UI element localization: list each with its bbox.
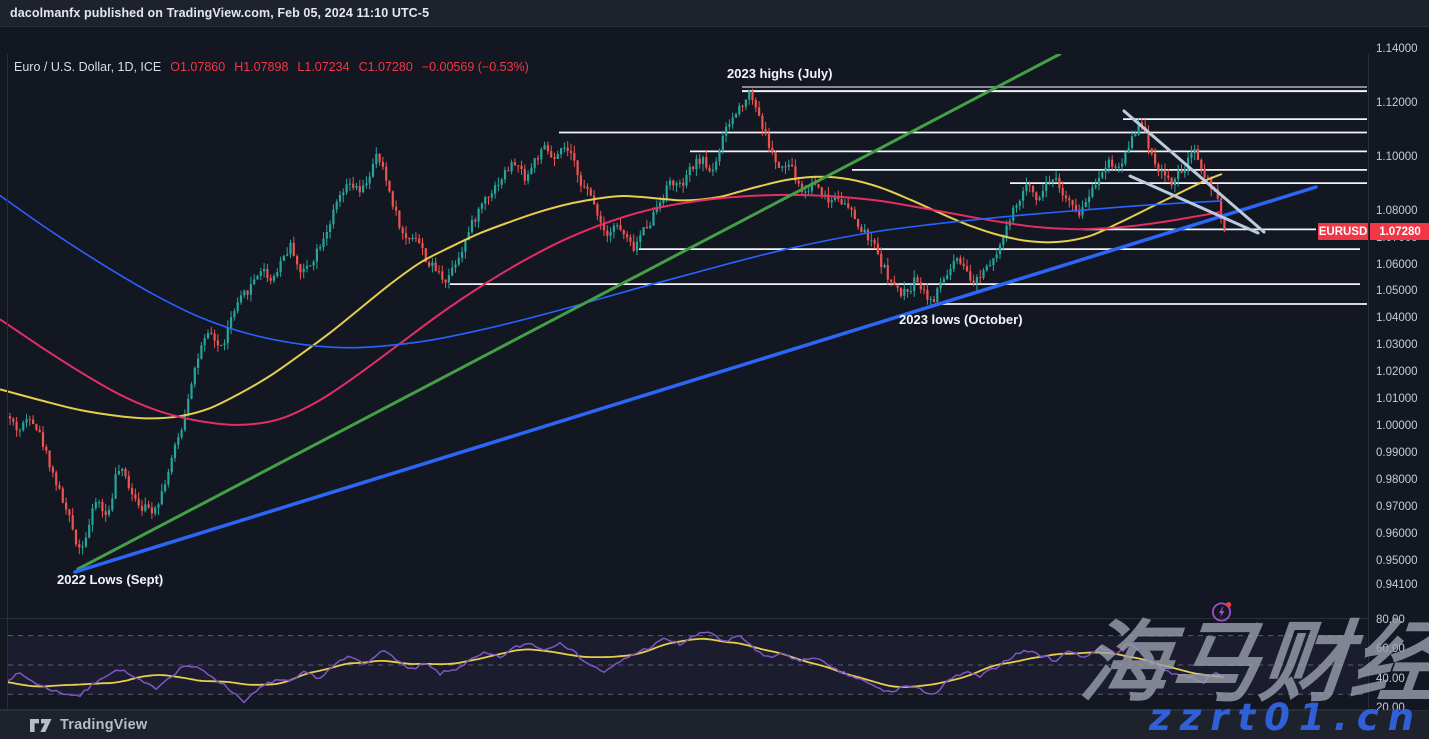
annotation-2023-lows[interactable]: 2023 lows (October) bbox=[899, 312, 1023, 327]
price-tick-1.08000: 1.08000 bbox=[1376, 204, 1418, 217]
down-candle-wicks bbox=[9, 88, 1225, 555]
footer-bar: TradingView bbox=[0, 710, 1429, 739]
price-tick-1.14000: 1.14000 bbox=[1376, 43, 1418, 56]
ideas-lightning-icon[interactable] bbox=[1210, 599, 1234, 623]
wedge-lower[interactable] bbox=[1128, 174, 1260, 235]
ma-fast-yellow bbox=[0, 173, 1223, 420]
candlestick-series bbox=[8, 88, 1226, 555]
rsi-ma-line bbox=[7, 637, 1225, 688]
price-tick-1.02000: 1.02000 bbox=[1376, 366, 1418, 379]
publish-header: dacolmanfx published on TradingView.com,… bbox=[0, 0, 1429, 27]
publish-text: dacolmanfx published on TradingView.com,… bbox=[10, 6, 430, 20]
wedge-upper[interactable] bbox=[1122, 109, 1266, 234]
change-value: −0.00569 (−0.53%) bbox=[421, 60, 529, 74]
tradingview-logo-icon bbox=[30, 718, 52, 732]
pane-left-border bbox=[7, 54, 8, 737]
chart-area[interactable]: Euro / U.S. Dollar, 1D, ICE O1.07860 H1.0… bbox=[0, 27, 1429, 737]
tradingview-brand[interactable]: TradingView bbox=[30, 717, 147, 733]
annotation-2022-lows[interactable]: 2022 Lows (Sept) bbox=[57, 572, 164, 587]
last-price-badge: EURUSD 1.07280 bbox=[1318, 223, 1429, 240]
uptrend-green[interactable] bbox=[76, 54, 1062, 571]
price-tick-1.05000: 1.05000 bbox=[1376, 285, 1418, 298]
rsi-tick-80.00: 80.00 bbox=[1376, 614, 1405, 626]
price-axis-border bbox=[1368, 54, 1369, 737]
price-tick-1.10000: 1.10000 bbox=[1376, 150, 1418, 163]
ohlc-O: O1.07860 bbox=[170, 60, 226, 74]
down-candle-bodies bbox=[8, 90, 1226, 548]
price-tick-0.94100: 0.94100 bbox=[1376, 578, 1418, 591]
price-axis[interactable]: 1.140001.120001.100001.080001.070001.060… bbox=[1369, 43, 1429, 737]
ohlc-H: H1.07898 bbox=[234, 60, 289, 74]
ohlc-values: O1.07860 H1.07898 L1.07234 C1.07280 bbox=[170, 60, 413, 74]
pane-separator[interactable] bbox=[0, 618, 1368, 619]
price-tick-0.98000: 0.98000 bbox=[1376, 473, 1418, 486]
price-pane[interactable] bbox=[0, 54, 1368, 618]
uptrend-blue[interactable] bbox=[73, 185, 1318, 574]
price-tick-1.04000: 1.04000 bbox=[1376, 312, 1418, 325]
rsi-tick-60.00: 60.00 bbox=[1376, 643, 1405, 656]
ma-mid-crimson bbox=[0, 193, 1223, 426]
price-tick-1.12000: 1.12000 bbox=[1376, 97, 1418, 109]
price-tick-0.96000: 0.96000 bbox=[1376, 527, 1418, 540]
time-axis-separator bbox=[0, 709, 1368, 710]
badge-price: 1.07280 bbox=[1370, 223, 1429, 240]
annotation-2023-highs[interactable]: 2023 highs (July) bbox=[727, 66, 833, 81]
rsi-tick-40.00: 40.00 bbox=[1376, 672, 1405, 685]
badge-symbol: EURUSD bbox=[1318, 223, 1368, 240]
price-tick-0.99000: 0.99000 bbox=[1376, 446, 1418, 459]
ohlc-L: L1.07234 bbox=[297, 60, 350, 74]
rsi-pane[interactable] bbox=[0, 620, 1368, 709]
symbol-legend: Euro / U.S. Dollar, 1D, ICE O1.07860 H1.0… bbox=[14, 60, 529, 74]
rsi-line bbox=[7, 631, 1225, 704]
price-tick-1.03000: 1.03000 bbox=[1376, 339, 1418, 352]
price-tick-0.97000: 0.97000 bbox=[1376, 500, 1418, 513]
brand-text: TradingView bbox=[60, 717, 148, 733]
ma-slow-blue bbox=[0, 194, 1223, 349]
price-tick-1.00000: 1.00000 bbox=[1376, 420, 1418, 432]
price-tick-1.01000: 1.01000 bbox=[1376, 393, 1418, 406]
price-tick-1.06000: 1.06000 bbox=[1376, 258, 1418, 271]
ohlc-C: C1.07280 bbox=[358, 60, 413, 74]
price-tick-0.95000: 0.95000 bbox=[1376, 554, 1418, 567]
symbol-title: Euro / U.S. Dollar, 1D, ICE bbox=[14, 60, 162, 74]
